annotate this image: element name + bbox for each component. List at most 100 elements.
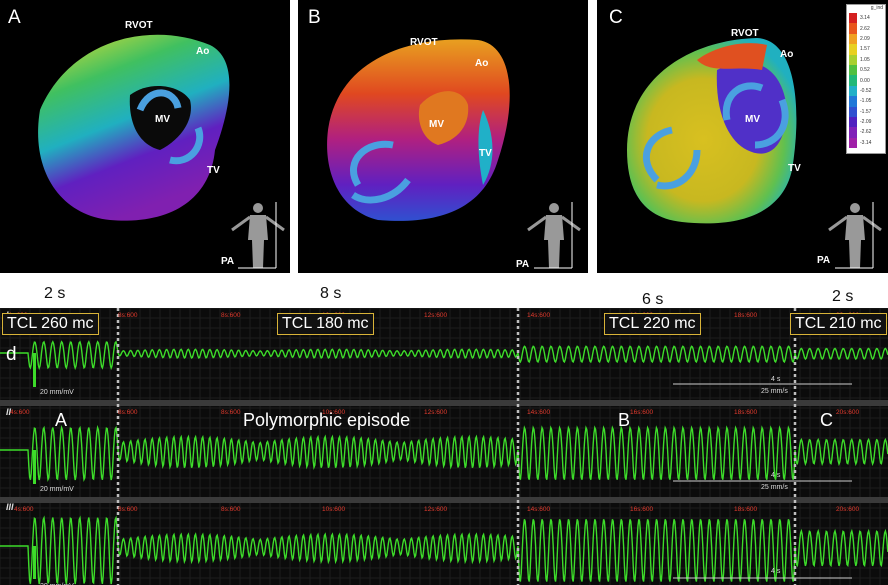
pa-label-b: PA <box>516 259 530 270</box>
duration-label: 8 s <box>320 285 342 302</box>
colorbar-step: -2.09 <box>847 116 885 128</box>
time-mark: 8s:600 <box>118 312 138 319</box>
colorbar-tick-label: 2.62 <box>860 25 870 32</box>
colorbar-tick-label: 3.14 <box>860 15 870 22</box>
colorbar-swatch <box>849 64 857 76</box>
colorbar-tick-label: 1.57 <box>860 46 870 53</box>
colorbar-tick-label: 0.52 <box>860 67 870 74</box>
panel-b-label: B <box>308 7 321 28</box>
colorbar-step: -3.14 <box>847 137 885 149</box>
time-scale: 4 s <box>771 472 781 479</box>
colorbar-step: 3.14 <box>847 13 885 24</box>
tv-label-c: TV <box>788 163 801 174</box>
ecg-traces <box>0 308 888 585</box>
colorbar-step: 2.09 <box>847 33 885 45</box>
colorbar-step: 0.00 <box>847 75 885 86</box>
panel-c-label: C <box>609 7 623 28</box>
heart-map-a <box>38 34 230 221</box>
time-mark: 4s:600 <box>14 506 34 513</box>
colorbar-tick-label: -0.52 <box>860 87 872 94</box>
time-mark: 20s:600 <box>836 506 860 513</box>
colorbar-swatch <box>849 116 857 128</box>
colorbar-step: -2.62 <box>847 127 885 138</box>
lead-label: III <box>6 502 14 512</box>
colorbar-swatch <box>849 33 857 45</box>
time-mark: 8s:600 <box>221 506 241 513</box>
colorbar-step: -1.57 <box>847 106 885 117</box>
ecg-trace-lead <box>0 424 888 483</box>
colorbar-swatch <box>849 23 857 34</box>
panel-a-label: A <box>8 7 21 28</box>
annotation-polymorphic-episode: Polymorphic episode <box>243 410 411 430</box>
lead-separator <box>0 497 888 503</box>
body-orientation-icon <box>527 202 581 269</box>
colorbar-step: 2.62 <box>847 23 885 34</box>
time-mark: 16s:600 <box>630 409 654 416</box>
colorbar-scale: 3.14 2.62 2.09 1.57 1.05 0.52 0.00 -0.52 -1.05 -1… <box>847 13 885 149</box>
colorbar-step: -0.52 <box>847 85 885 97</box>
annotation-b: B <box>618 410 631 430</box>
colorbar-tick-label: -1.05 <box>860 98 872 105</box>
body-orientation-icon <box>231 202 285 269</box>
colorbar-tick-label: 0.00 <box>860 77 870 84</box>
time-mark: 14s:600 <box>527 312 551 319</box>
time-mark: 14s:600 <box>527 506 551 513</box>
amplitude-scale: 20 mm/mV <box>40 389 74 396</box>
ecg-trace-lead <box>0 340 888 371</box>
annotation-d: d <box>6 344 17 365</box>
amplitude-scale: 20 mm/mV <box>40 583 74 585</box>
colorbar-tick-label: 1.05 <box>860 56 870 63</box>
rvot-label-a: RVOT <box>125 20 153 31</box>
mv-label-b: MV <box>429 119 444 130</box>
pa-label-c: PA <box>817 255 831 266</box>
time-mark: 4s:600 <box>10 409 30 416</box>
tcl-box: TCL 260 mc <box>2 313 99 335</box>
colorbar-tick-label: -3.14 <box>860 139 872 146</box>
panel-b: B RVOT Ao MV TV PA <box>298 0 588 273</box>
speed-scale: 25 mm/s <box>761 388 788 395</box>
annotation-a: A <box>55 410 68 430</box>
colorbar-swatch <box>849 96 857 107</box>
time-mark: 18s:600 <box>734 506 758 513</box>
mv-label-c: MV <box>745 114 760 125</box>
calibration-pulse <box>33 450 36 484</box>
time-scale: 4 s <box>771 376 781 383</box>
speed-scale: 25 mm/s <box>761 484 788 491</box>
phase-colorbar: g_ind 3.14 2.62 2.09 1.57 1.05 0.52 0.00 -0.52 -… <box>846 4 886 154</box>
tcl-box: TCL 180 mc <box>277 313 374 335</box>
time-mark: 16s:600 <box>630 506 654 513</box>
time-mark: 8s:600 <box>118 506 138 513</box>
time-mark: 12s:600 <box>424 409 448 416</box>
amplitude-scale: 20 mm/mV <box>40 486 74 493</box>
ecg-trace-lead <box>0 515 888 585</box>
time-mark: 18s:600 <box>734 409 758 416</box>
lead-label: II <box>6 407 12 417</box>
colorbar-tick-label: -1.57 <box>860 108 872 115</box>
body-orientation-icon <box>828 202 882 269</box>
panel-a: A RVOT Ao MV TV PA <box>0 0 290 273</box>
time-mark: 10s:600 <box>322 409 346 416</box>
duration-label: 2 s <box>44 285 66 302</box>
heart-map-c <box>627 38 797 224</box>
time-mark: 10s:600 <box>322 506 346 513</box>
colorbar-swatch <box>849 137 857 149</box>
colorbar-swatch <box>849 75 857 86</box>
time-mark: 8s:600 <box>118 409 138 416</box>
ao-label-c: Ao <box>780 49 794 60</box>
colorbar-header: g_ind <box>870 5 883 11</box>
heart-map-b <box>327 39 510 221</box>
colorbar-tick-label: -2.62 <box>860 129 872 136</box>
colorbar-tick-label: -2.09 <box>860 119 872 126</box>
colorbar-swatch <box>849 127 857 138</box>
time-mark: 18s:600 <box>734 312 758 319</box>
tv-label-a: TV <box>207 165 220 176</box>
time-scale: 4 s <box>771 568 781 575</box>
colorbar-step: 0.52 <box>847 64 885 76</box>
mv-label-a: MV <box>155 114 170 125</box>
calibration-pulse <box>33 546 36 579</box>
duration-label: 2 s <box>832 288 854 305</box>
tcl-box: TCL 210 mc <box>790 313 887 335</box>
time-mark: 12s:600 <box>424 312 448 319</box>
ao-label-a: Ao <box>196 46 210 57</box>
pa-label-a: PA <box>221 256 235 267</box>
